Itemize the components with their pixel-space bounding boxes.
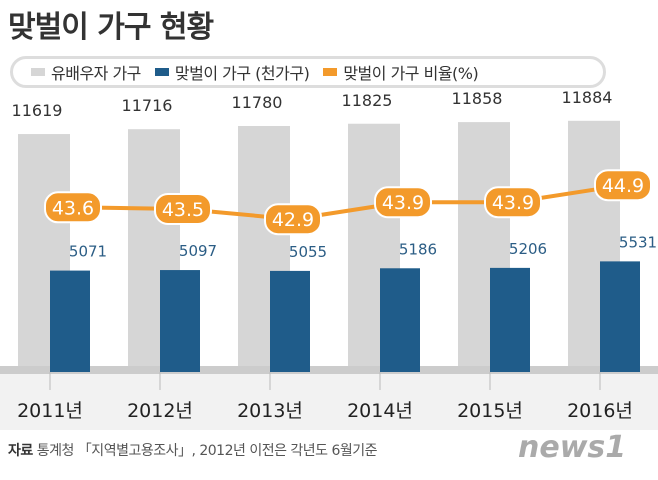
bar-dual-income: [270, 270, 310, 372]
source-note: 자료 통계청 「지역별고용조사」, 2012년 이전은 각년도 6월기준: [8, 440, 378, 460]
bar-dual-income: [50, 270, 90, 372]
x-axis-band: [0, 372, 658, 430]
data-label-dual-income: 5071: [69, 243, 107, 261]
ratio-marker: [264, 203, 322, 236]
data-label-married: 11619: [12, 101, 63, 120]
bar-dual-income: [380, 268, 420, 372]
data-label-married: 11884: [562, 88, 613, 107]
data-label-dual-income: 5531: [619, 233, 657, 251]
ratio-marker: [44, 191, 102, 224]
legend-label: 유배우자 가구: [51, 64, 141, 83]
x-tick-label: 2016년: [567, 400, 633, 422]
ratio-marker: [374, 186, 432, 219]
x-tick-label: 2014년: [347, 400, 413, 422]
data-label-dual-income: 5097: [179, 242, 217, 260]
x-tick-label: 2012년: [127, 400, 193, 422]
bar-dual-income: [490, 267, 530, 372]
data-label-ratio: 43.9: [382, 192, 424, 214]
data-label-dual-income: 5186: [399, 240, 437, 258]
x-tick-label: 2011년: [17, 400, 83, 422]
data-label-married: 11825: [342, 91, 393, 110]
data-label-ratio: 44.9: [602, 175, 644, 197]
data-label-dual-income: 5206: [509, 240, 547, 258]
data-label-married: 11780: [232, 93, 283, 112]
ratio-marker: [154, 193, 212, 225]
source-label: 자료: [8, 443, 33, 459]
baseline-shadow: [0, 366, 658, 374]
legend-label: 맞벌이 가구 (천가구): [174, 64, 310, 83]
ratio-marker: [594, 169, 652, 202]
legend-item: 맞벌이 가구 비율(%): [323, 60, 479, 84]
data-label-dual-income: 5055: [289, 243, 327, 261]
legend-label: 맞벌이 가구 비율(%): [343, 64, 479, 83]
news1-logo: news1: [518, 430, 627, 465]
legend-swatch: [31, 68, 45, 76]
x-tick-label: 2015년: [457, 400, 523, 422]
data-label-ratio: 42.9: [272, 209, 314, 231]
bar-dual-income: [600, 261, 640, 372]
legend-swatch: [154, 68, 169, 76]
ratio-marker: [484, 186, 542, 219]
legend-item: 맞벌이 가구 (천가구): [154, 60, 310, 84]
data-label-ratio: 43.5: [162, 199, 204, 221]
data-label-married: 11716: [122, 96, 173, 115]
legend-swatch: [323, 68, 338, 76]
data-label-ratio: 43.9: [492, 192, 534, 214]
legend-item: 유배우자 가구: [31, 60, 141, 84]
legend: 유배우자 가구 맞벌이 가구 (천가구) 맞벌이 가구 비율(%): [10, 56, 606, 88]
x-tick-label: 2013년: [237, 400, 303, 422]
data-label-ratio: 43.6: [52, 197, 94, 219]
data-label-married: 11858: [452, 89, 503, 108]
chart-title: 맞벌이 가구 현황: [8, 10, 214, 45]
source-text: 통계청 「지역별고용조사」, 2012년 이전은 각년도 6월기준: [36, 443, 378, 459]
bar-dual-income: [160, 270, 200, 372]
chart-area: 11619 11716 11780 11825 11858 11884 5071 5097 50…: [0, 88, 658, 430]
